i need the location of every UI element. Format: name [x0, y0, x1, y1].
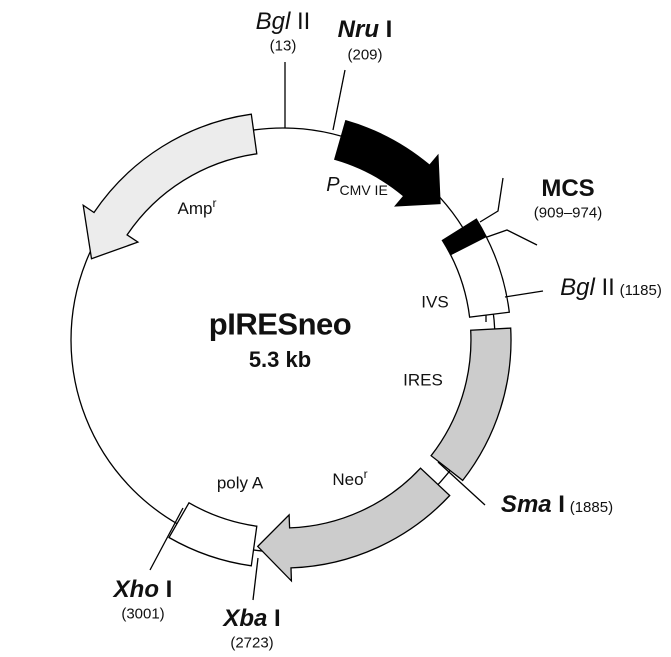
amp-label: Ampr — [177, 196, 217, 218]
ivs-box — [449, 235, 511, 318]
ires-box — [430, 327, 512, 482]
site-xbai-tick — [252, 557, 259, 601]
ires-label: IRES — [403, 370, 443, 390]
site-bglii-13-name: Bgl II — [255, 8, 311, 35]
cmv-label: PCMV IE — [326, 174, 388, 198]
neo-arrow — [256, 467, 451, 583]
site-bglii-13-pos: (13) — [269, 37, 297, 55]
mcs-box — [441, 218, 487, 256]
plasmid-size: 5.3 kb — [248, 347, 312, 372]
site-nrui-pos: (209) — [347, 46, 383, 64]
plasmid-name: pIRESneo — [208, 306, 352, 342]
ivs-label: IVS — [421, 292, 449, 312]
site-mcs-name: MCS — [541, 175, 595, 202]
site-nrui-name: Nru I — [337, 16, 393, 43]
cmv-promoter-arrow — [333, 119, 441, 207]
site-smai-tick — [437, 461, 486, 506]
site-mcs-tick-1 — [479, 177, 504, 223]
polya-box — [168, 501, 258, 567]
site-xhoi-tick — [149, 507, 184, 571]
neo-label: Neor — [332, 467, 368, 489]
site-xhoi-pos: (3001) — [121, 605, 165, 623]
amp-arrow — [82, 113, 258, 260]
polya-label: poly A — [216, 473, 264, 493]
site-smai: Sma I (1885) — [500, 491, 614, 518]
site-nrui-tick — [332, 69, 346, 131]
site-bglii-1185-tick — [504, 290, 544, 298]
site-mcs-pos: (909–974) — [533, 204, 603, 222]
site-xbai-name: Xba I — [223, 605, 281, 632]
site-mcs-tick-2 — [486, 229, 538, 246]
site-bglii-1185: Bgl II (1185) — [560, 274, 662, 301]
site-xbai-pos: (2723) — [230, 634, 274, 652]
site-xhoi-name: Xho I — [113, 576, 173, 603]
